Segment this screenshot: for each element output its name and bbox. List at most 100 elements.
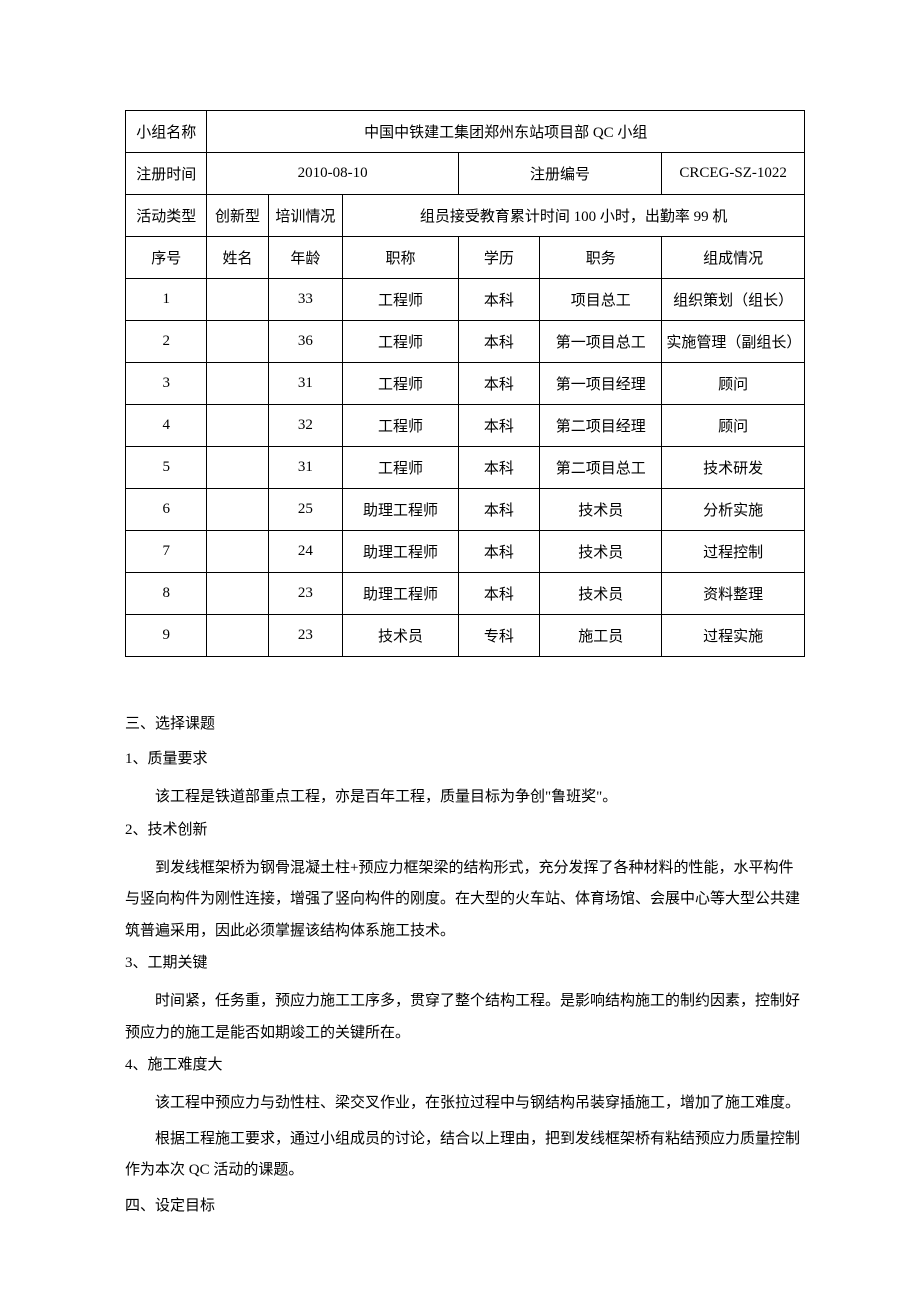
table-cell: 本科 bbox=[458, 363, 539, 405]
body-paragraph: 根据工程施工要求，通过小组成员的讨论，结合以上理由，把到发线框架桥有粘结预应力质… bbox=[125, 1124, 805, 1187]
table-cell: 31 bbox=[268, 447, 343, 489]
col-header: 职务 bbox=[540, 237, 662, 279]
qc-group-table: 小组名称 中国中铁建工集团郑州东站项目部 QC 小组 注册时间 2010-08-… bbox=[125, 110, 805, 657]
table-row: 823助理工程师本科技术员资料整理 bbox=[126, 573, 805, 615]
table-cell: 工程师 bbox=[343, 447, 458, 489]
col-header: 姓名 bbox=[207, 237, 268, 279]
table-row: 3 31工程师本科第一项目经理顾问 bbox=[126, 363, 805, 405]
table-cell: 33 bbox=[268, 279, 343, 321]
table-cell: 工程师 bbox=[343, 321, 458, 363]
table-header-row: 序号 姓名 年龄 职称 学历 职务 组成情况 bbox=[126, 237, 805, 279]
cell-activity-type-value: 创新型 bbox=[207, 195, 268, 237]
table-cell: 助理工程师 bbox=[343, 573, 458, 615]
col-header: 年龄 bbox=[268, 237, 343, 279]
table-cell: 31 bbox=[268, 363, 343, 405]
cell-reg-time-label: 注册时间 bbox=[126, 153, 207, 195]
body-paragraph: 时间紧，任务重，预应力施工工序多，贯穿了整个结构工程。是影响结构施工的制约因素，… bbox=[125, 986, 805, 1049]
table-cell: 顾问 bbox=[662, 405, 805, 447]
table-cell: 24 bbox=[268, 531, 343, 573]
table-cell: 技术员 bbox=[343, 615, 458, 657]
table-cell: 助理工程师 bbox=[343, 531, 458, 573]
table-cell: 专科 bbox=[458, 615, 539, 657]
table-cell: 资料整理 bbox=[662, 573, 805, 615]
table-cell: 第一项目经理 bbox=[540, 363, 662, 405]
table-cell: 23 bbox=[268, 573, 343, 615]
table-cell: 本科 bbox=[458, 531, 539, 573]
body-paragraph: 该工程是铁道部重点工程，亦是百年工程，质量目标为争创"鲁班奖"。 bbox=[125, 782, 805, 814]
table-cell: 技术研发 bbox=[662, 447, 805, 489]
table-cell: 技术员 bbox=[540, 573, 662, 615]
cell-reg-time-value: 2010-08-10 bbox=[207, 153, 458, 195]
col-header: 组成情况 bbox=[662, 237, 805, 279]
col-header: 职称 bbox=[343, 237, 458, 279]
table-cell: 第一项目总工 bbox=[540, 321, 662, 363]
table-cell bbox=[207, 489, 268, 531]
table-row: 531工程师本科第二项目总工技术研发 bbox=[126, 447, 805, 489]
section-title: 四、设定目标 bbox=[125, 1191, 805, 1223]
col-header: 序号 bbox=[126, 237, 207, 279]
table-cell bbox=[207, 573, 268, 615]
col-header: 学历 bbox=[458, 237, 539, 279]
table-row: 2 36工程师本科第一项目总工实施管理（副组长） bbox=[126, 321, 805, 363]
table-cell: 23 bbox=[268, 615, 343, 657]
cell-training-value: 组员接受教育累计时间 100 小时，出勤率 99 机 bbox=[343, 195, 805, 237]
table-cell: 工程师 bbox=[343, 279, 458, 321]
table-cell bbox=[207, 279, 268, 321]
sub-heading: 2、技术创新 bbox=[125, 818, 805, 839]
cell-reg-no-value: CRCEG-SZ-1022 bbox=[662, 153, 805, 195]
table-cell: 项目总工 bbox=[540, 279, 662, 321]
table-cell: 8 bbox=[126, 573, 207, 615]
sub-heading: 4、施工难度大 bbox=[125, 1053, 805, 1074]
table-cell: 分析实施 bbox=[662, 489, 805, 531]
table-cell: 25 bbox=[268, 489, 343, 531]
table-cell: 过程控制 bbox=[662, 531, 805, 573]
table-row: 133工程师本科项目总工组织策划（组长） bbox=[126, 279, 805, 321]
body-paragraph: 到发线框架桥为钢骨混凝土柱+预应力框架梁的结构形式，充分发挥了各种材料的性能，水… bbox=[125, 853, 805, 948]
table-row: 7 24助理工程师本科技术员过程控制 bbox=[126, 531, 805, 573]
table-cell: 6 bbox=[126, 489, 207, 531]
cell-training-label: 培训情况 bbox=[268, 195, 343, 237]
table-cell: 工程师 bbox=[343, 363, 458, 405]
table-cell: 技术员 bbox=[540, 531, 662, 573]
table-cell: 实施管理（副组长） bbox=[662, 321, 805, 363]
table-row: 6 25助理工程师本科技术员分析实施 bbox=[126, 489, 805, 531]
section-title: 三、选择课题 bbox=[125, 712, 805, 733]
table-row: 注册时间 2010-08-10 注册编号 CRCEG-SZ-1022 bbox=[126, 153, 805, 195]
table-cell: 第二项目经理 bbox=[540, 405, 662, 447]
table-cell bbox=[207, 615, 268, 657]
table-cell: 7 bbox=[126, 531, 207, 573]
table-cell bbox=[207, 363, 268, 405]
table-cell: 2 bbox=[126, 321, 207, 363]
table-row: 小组名称 中国中铁建工集团郑州东站项目部 QC 小组 bbox=[126, 111, 805, 153]
table-cell: 4 bbox=[126, 405, 207, 447]
table-cell: 本科 bbox=[458, 489, 539, 531]
table-cell: 36 bbox=[268, 321, 343, 363]
table-row: 4 32工程师本科第二项目经理顾问 bbox=[126, 405, 805, 447]
table-row: 活动类型 创新型 培训情况 组员接受教育累计时间 100 小时，出勤率 99 机 bbox=[126, 195, 805, 237]
cell-group-name-label: 小组名称 bbox=[126, 111, 207, 153]
table-cell bbox=[207, 447, 268, 489]
table-cell: 32 bbox=[268, 405, 343, 447]
table-cell: 助理工程师 bbox=[343, 489, 458, 531]
table-cell: 施工员 bbox=[540, 615, 662, 657]
table-cell: 技术员 bbox=[540, 489, 662, 531]
table-cell bbox=[207, 531, 268, 573]
table-cell: 本科 bbox=[458, 447, 539, 489]
table-cell: 工程师 bbox=[343, 405, 458, 447]
table-cell bbox=[207, 321, 268, 363]
table-cell: 过程实施 bbox=[662, 615, 805, 657]
table-cell: 组织策划（组长） bbox=[662, 279, 805, 321]
table-cell: 第二项目总工 bbox=[540, 447, 662, 489]
sub-heading: 1、质量要求 bbox=[125, 747, 805, 768]
body-paragraph: 该工程中预应力与劲性柱、梁交叉作业，在张拉过程中与钢结构吊装穿插施工，增加了施工… bbox=[125, 1088, 805, 1120]
table-cell: 9 bbox=[126, 615, 207, 657]
cell-group-name-value: 中国中铁建工集团郑州东站项目部 QC 小组 bbox=[207, 111, 805, 153]
table-row: 9 23技术员专科施工员过程实施 bbox=[126, 615, 805, 657]
table-cell: 本科 bbox=[458, 405, 539, 447]
table-cell: 本科 bbox=[458, 279, 539, 321]
table-cell: 本科 bbox=[458, 321, 539, 363]
table-cell: 3 bbox=[126, 363, 207, 405]
table-cell: 顾问 bbox=[662, 363, 805, 405]
sub-heading: 3、工期关键 bbox=[125, 951, 805, 972]
table-cell bbox=[207, 405, 268, 447]
